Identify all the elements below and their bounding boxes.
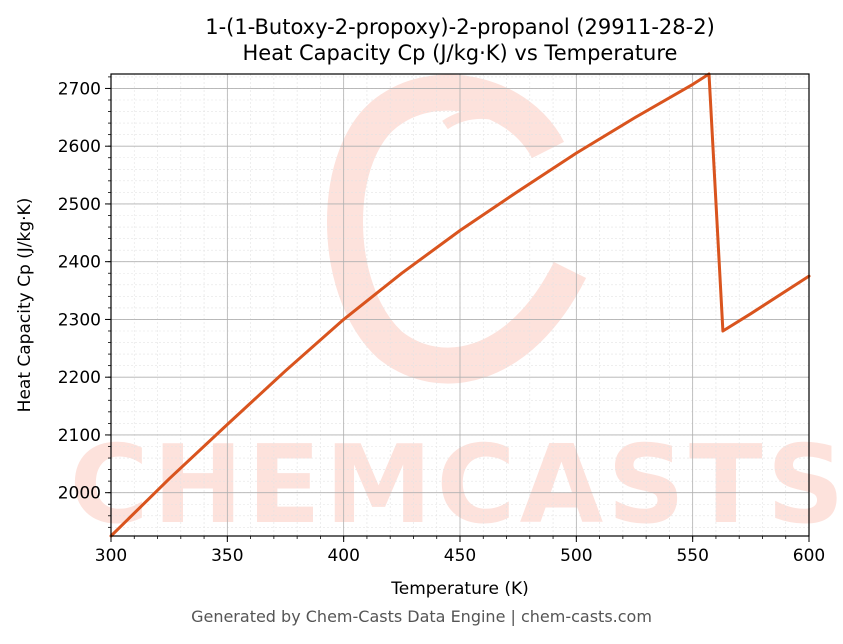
x-axis-label: Temperature (K) <box>390 579 529 599</box>
x-tick-label: 350 <box>211 546 243 566</box>
y-axis: 2000 2100 2200 2300 2400 2500 2600 2700 <box>58 76 111 528</box>
watermark-text: CHEMCASTS <box>70 423 843 548</box>
x-tick-label: 600 <box>793 546 825 566</box>
y-tick-label: 2100 <box>58 426 101 446</box>
x-tick-label: 450 <box>444 546 476 566</box>
chart-subtitle: Heat Capacity Cp (J/kg·K) vs Temperature <box>243 41 678 65</box>
y-tick-label: 2700 <box>58 79 101 99</box>
y-tick-label: 2000 <box>58 484 101 504</box>
x-axis: 300 350 400 450 500 550 600 <box>95 536 825 566</box>
y-tick-label: 2600 <box>58 137 101 157</box>
x-tick-label: 400 <box>327 546 359 566</box>
y-tick-label: 2300 <box>58 310 101 330</box>
y-tick-label: 2500 <box>58 195 101 215</box>
x-tick-label: 550 <box>676 546 708 566</box>
watermark: CHEMCASTS <box>70 74 843 548</box>
x-tick-label: 500 <box>560 546 592 566</box>
y-tick-label: 2400 <box>58 253 101 273</box>
footer-credit: Generated by Chem-Casts Data Engine | ch… <box>191 607 652 626</box>
chart-title: 1-(1-Butoxy-2-propoxy)-2-propanol (29911… <box>205 15 715 39</box>
y-tick-label: 2200 <box>58 368 101 388</box>
x-tick-label: 300 <box>95 546 127 566</box>
chemcasts-logo-icon <box>327 74 587 384</box>
y-axis-label: Heat Capacity Cp (J/kg·K) <box>15 198 35 413</box>
series-line <box>109 72 811 538</box>
